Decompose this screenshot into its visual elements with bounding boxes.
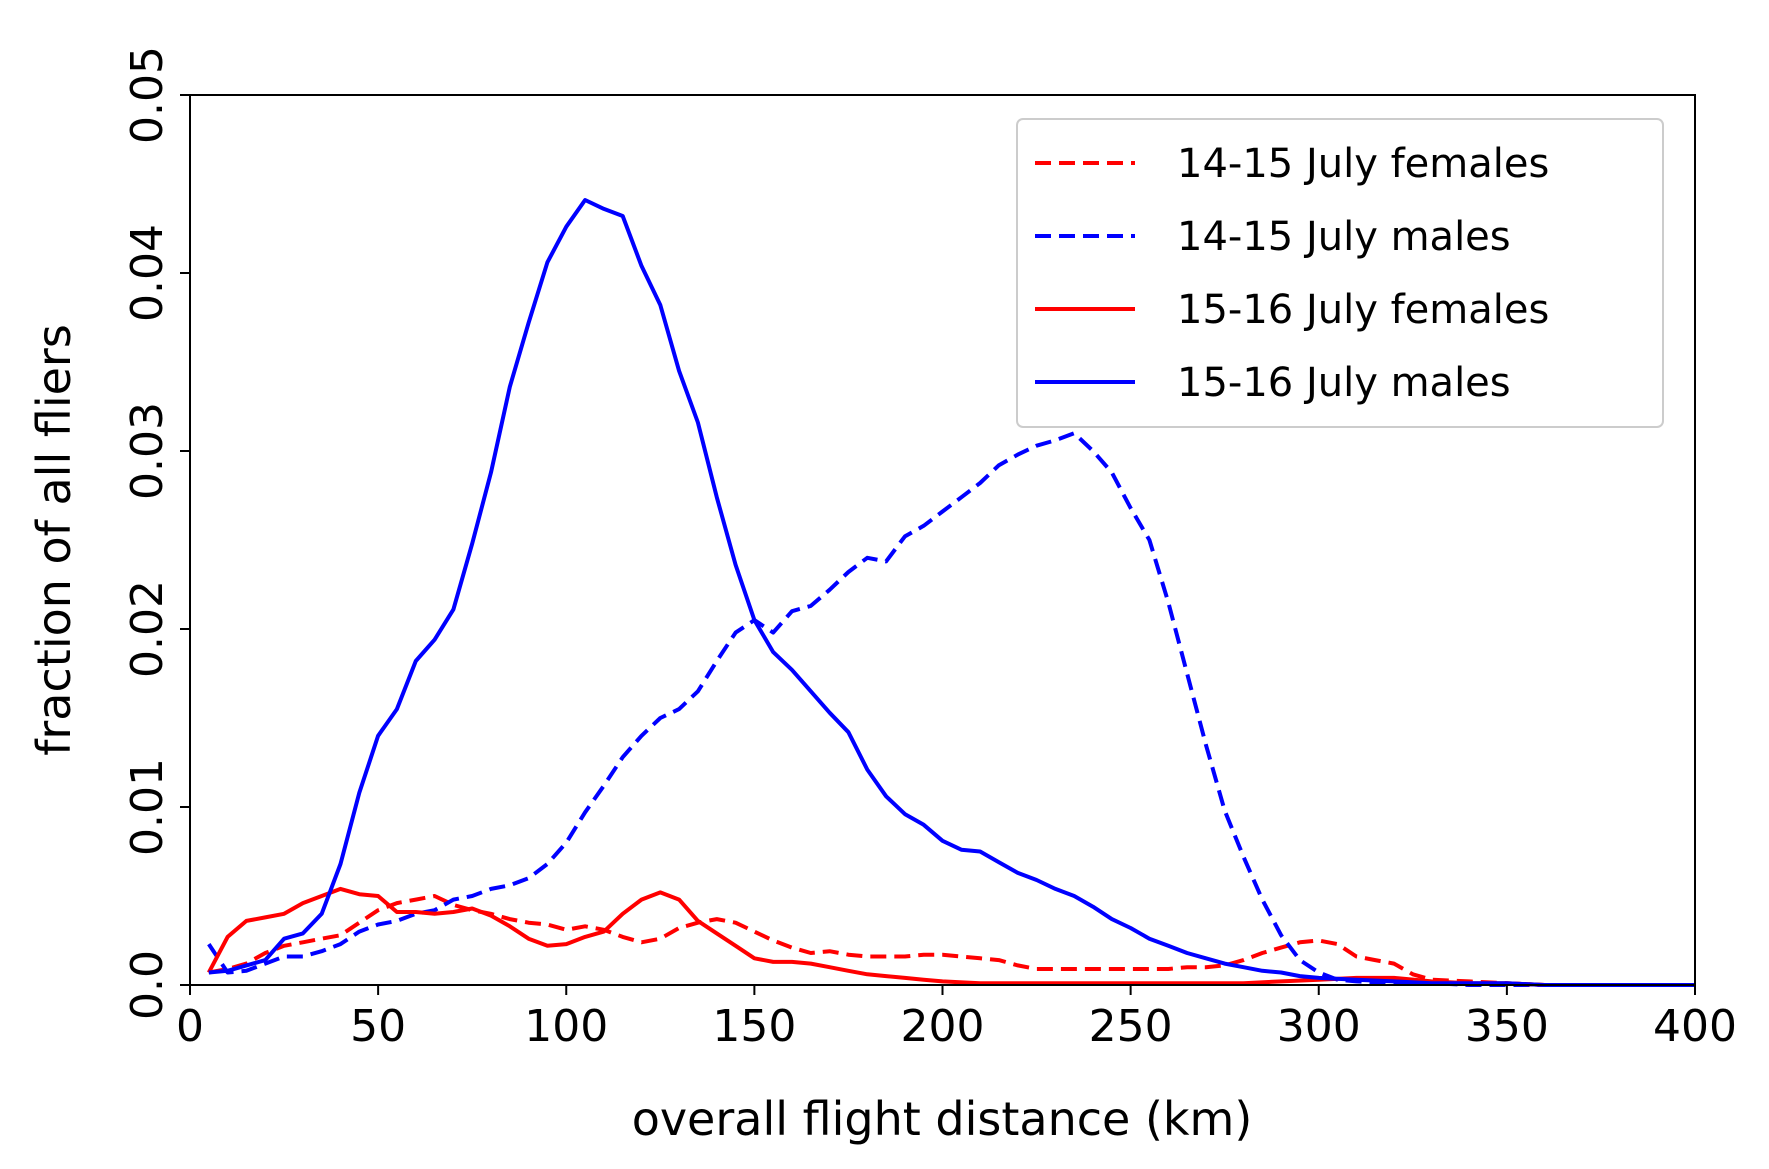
y-axis-label: fraction of all fliers	[27, 324, 81, 756]
x-tick-label: 350	[1465, 1001, 1549, 1052]
x-tick-label: 250	[1089, 1001, 1173, 1052]
legend-box	[1016, 118, 1664, 428]
x-axis: 0 50 100 150 200 250 300 350 400	[176, 985, 1737, 1052]
y-tick-label: 0.04	[122, 224, 173, 322]
x-tick-label: 0	[176, 1001, 204, 1052]
y-tick-label: 0.05	[122, 46, 173, 144]
legend-label-0: 14-15 July females	[1177, 141, 1549, 187]
x-tick-label: 400	[1653, 1001, 1737, 1052]
x-tick-label: 150	[712, 1001, 796, 1052]
y-tick-label: 0.0	[122, 950, 173, 1020]
legend-label-3: 15-16 July males	[1177, 360, 1511, 406]
y-tick-label: 0.02	[122, 580, 173, 678]
y-tick-label: 0.01	[122, 758, 173, 856]
legend: 14-15 July females 14-15 July males 15-16 …	[1016, 118, 1664, 428]
x-tick-label: 50	[350, 1001, 406, 1052]
legend-label-1: 14-15 July males	[1177, 214, 1511, 260]
y-axis: 0.0 0.01 0.02 0.03 0.04 0.05	[122, 46, 190, 1020]
x-axis-label: overall flight distance (km)	[632, 1092, 1253, 1146]
y-tick-label: 0.03	[122, 402, 173, 500]
series-line-0	[208, 894, 1695, 987]
x-tick-label: 300	[1277, 1001, 1361, 1052]
series-line-3	[208, 198, 1695, 987]
x-tick-label: 200	[901, 1001, 985, 1052]
series-layer	[207, 198, 1695, 987]
x-tick-label: 100	[524, 1001, 608, 1052]
legend-label-2: 15-16 July females	[1177, 287, 1549, 333]
